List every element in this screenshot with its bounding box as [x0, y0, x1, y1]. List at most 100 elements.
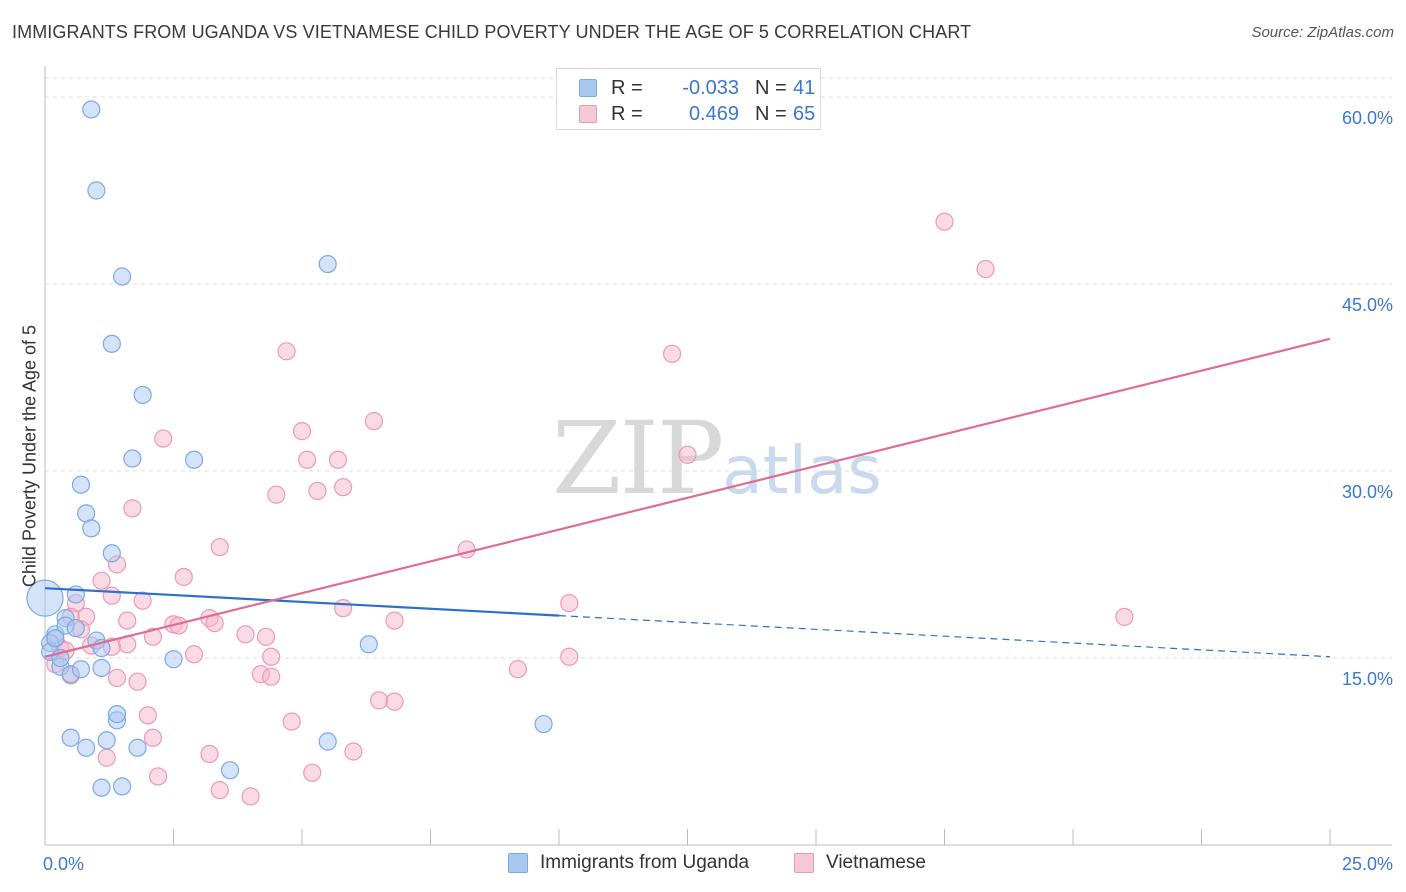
- legend-n-label: N =: [755, 103, 787, 125]
- legend-n-value: 41: [793, 77, 816, 99]
- vietnamese-point: [256, 627, 276, 646]
- vietnamese-point: [210, 781, 229, 800]
- vietnamese-point: [143, 728, 163, 747]
- uganda-point: [128, 738, 147, 757]
- vietnamese-point: [508, 660, 527, 679]
- vietnamese-point: [385, 692, 404, 711]
- uganda-point: [123, 449, 142, 468]
- label-layer: 15.0% 30.0% 45.0% 60.0% 0.0% 25.0%: [43, 108, 1393, 874]
- y-tick-label: 60.0%: [1342, 108, 1393, 128]
- vietnamese-point: [92, 571, 111, 590]
- legend-swatch-vietnamese: [579, 105, 597, 123]
- y-tick-label: 15.0%: [1342, 669, 1393, 689]
- uganda-point: [92, 658, 111, 678]
- vietnamese-point: [138, 706, 157, 725]
- y-tick-label: 45.0%: [1342, 295, 1393, 315]
- uganda-point: [61, 728, 80, 747]
- uganda-point: [359, 635, 378, 654]
- vietnamese-point: [118, 611, 137, 630]
- vietnamese-point: [236, 625, 255, 644]
- legend-n-value: 65: [793, 103, 816, 125]
- vietnamese-point: [174, 567, 193, 587]
- legend-r-label: R =: [611, 103, 643, 125]
- bottom-legend-label-vietnamese: Vietnamese: [826, 852, 926, 873]
- vietnamese-point: [370, 691, 389, 710]
- uganda-point: [184, 450, 204, 469]
- vietnamese-point: [334, 478, 353, 497]
- vietnamese-point: [935, 212, 954, 231]
- legend-r-value: 0.469: [688, 103, 739, 125]
- uganda-point: [87, 181, 106, 200]
- legend-swatch-uganda: [579, 79, 597, 97]
- x-tick-label: 25.0%: [1342, 854, 1393, 874]
- vietnamese-point: [102, 586, 121, 605]
- uganda-trend-extension: [558, 615, 1331, 658]
- vietnamese-point: [210, 537, 229, 557]
- axis-layer: [44, 66, 1392, 846]
- uganda-point: [112, 267, 132, 286]
- vietnamese-point: [560, 594, 579, 613]
- uganda-point: [66, 618, 85, 638]
- point-layer: [26, 100, 1134, 806]
- uganda-point: [220, 761, 240, 780]
- vietnamese-point: [143, 627, 163, 646]
- vietnamese-point: [262, 647, 281, 666]
- uganda-point: [534, 714, 553, 734]
- uganda-point: [164, 650, 183, 669]
- vietnamese-point: [184, 645, 204, 664]
- bottom-legend-swatch-vietnamese: [794, 853, 814, 873]
- uganda-point: [82, 100, 101, 119]
- y-tick-label: 30.0%: [1342, 482, 1393, 502]
- trend-layer: [44, 337, 1331, 658]
- vietnamese-point: [303, 763, 322, 782]
- uganda-point: [46, 628, 65, 648]
- vietnamese-point: [344, 742, 363, 761]
- vietnamese-point: [277, 342, 296, 361]
- grid-layer: [45, 77, 1392, 659]
- uganda-point: [92, 778, 111, 797]
- correlation-legend: R = -0.033 N = 41 R = 0.469 N = 65: [556, 68, 821, 130]
- vietnamese-point: [200, 744, 219, 764]
- vietnamese-point: [262, 667, 281, 686]
- vietnamese-point: [292, 422, 312, 441]
- uganda-trend-line: [44, 587, 560, 617]
- vietnamese-point: [385, 611, 404, 630]
- vietnamese-point: [148, 767, 168, 786]
- legend-r-value: -0.033: [682, 77, 739, 99]
- chart-title: IMMIGRANTS FROM UGANDA VS VIETNAMESE CHI…: [12, 22, 972, 42]
- source-label: Source: ZipAtlas.com: [1251, 24, 1394, 41]
- uganda-point: [77, 738, 96, 757]
- uganda-point: [318, 254, 337, 274]
- vietnamese-point: [282, 712, 301, 731]
- uganda-point: [71, 660, 91, 679]
- vietnamese-point: [241, 787, 260, 806]
- vietnamese-point: [267, 485, 286, 504]
- vietnamese-point: [298, 450, 317, 469]
- bottom-legend-label-uganda: Immigrants from Uganda: [540, 852, 750, 873]
- vietnamese-point: [133, 591, 152, 610]
- legend-r-label: R =: [611, 77, 643, 99]
- uganda-point: [102, 334, 121, 353]
- vietnamese-point: [308, 481, 327, 501]
- legend-n-label: N =: [755, 77, 787, 99]
- uganda-point: [107, 704, 127, 724]
- uganda-point: [112, 777, 132, 796]
- vietnamese-point: [457, 540, 476, 559]
- vietnamese-point: [1115, 607, 1134, 626]
- uganda-point: [71, 475, 91, 494]
- vietnamese-point: [364, 412, 384, 431]
- vietnamese-point: [154, 429, 173, 448]
- vietnamese-point: [107, 668, 127, 688]
- vietnamese-point: [328, 450, 348, 469]
- vietnamese-point: [560, 647, 579, 666]
- vietnamese-point: [678, 445, 697, 464]
- uganda-point: [318, 732, 337, 751]
- vietnamese-point: [662, 344, 682, 363]
- y-axis-label: Child Poverty Under the Age of 5: [19, 324, 40, 588]
- vietnamese-point: [976, 259, 995, 279]
- bottom-legend-swatch-uganda: [508, 853, 528, 873]
- uganda-point: [97, 731, 116, 750]
- vietnamese-point: [128, 672, 147, 691]
- uganda-point: [102, 544, 121, 563]
